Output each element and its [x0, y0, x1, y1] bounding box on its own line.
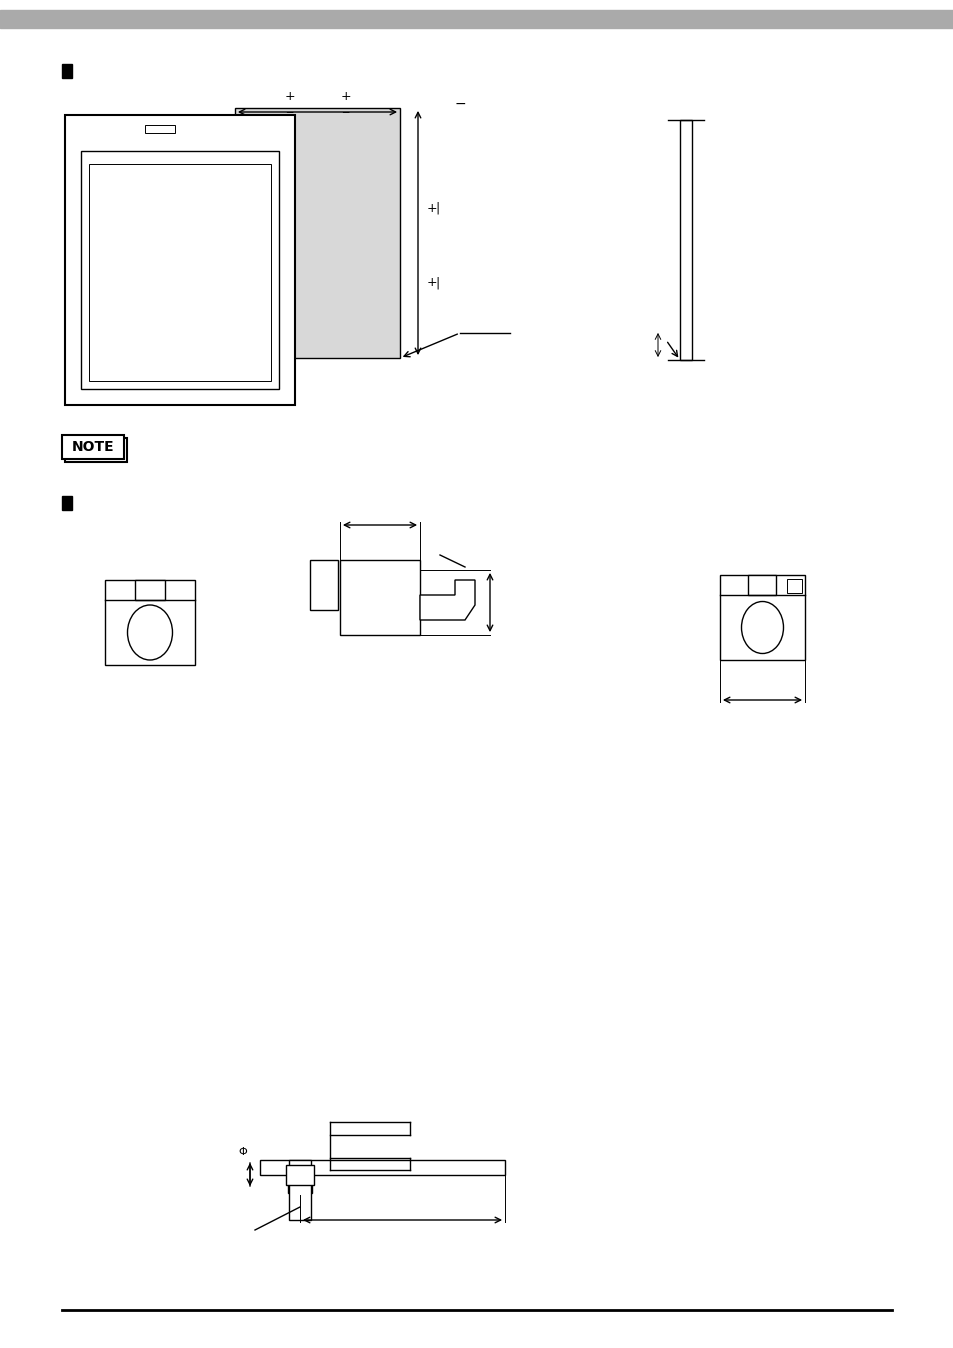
Polygon shape	[419, 580, 475, 620]
Bar	[105, 580, 194, 665]
Bar	[62, 435, 124, 460]
Text: |: |	[436, 276, 439, 290]
Text: +: +	[426, 201, 436, 214]
Text: NOTE: NOTE	[71, 439, 114, 454]
Ellipse shape	[740, 601, 782, 654]
Ellipse shape	[128, 605, 172, 661]
Text: −: −	[454, 97, 465, 111]
Text: Φ: Φ	[238, 1147, 247, 1157]
Bar	[786, 580, 801, 593]
Bar	[62, 496, 71, 510]
Bar	[339, 559, 419, 635]
Text: ii: ii	[82, 202, 91, 208]
Bar	[62, 63, 71, 78]
Text: +: +	[340, 89, 351, 102]
Bar	[288, 1180, 312, 1193]
Bar	[65, 438, 127, 462]
Text: _: _	[342, 101, 348, 113]
Text: +: +	[426, 276, 436, 290]
Bar	[234, 108, 399, 359]
Bar	[135, 580, 165, 600]
Bar	[720, 576, 804, 661]
Bar	[679, 120, 691, 360]
Bar	[65, 115, 294, 404]
Bar	[260, 1161, 504, 1175]
Bar	[286, 1165, 314, 1185]
Text: _: _	[286, 101, 293, 113]
Text: |: |	[436, 201, 439, 214]
Bar	[289, 1161, 311, 1220]
Bar	[89, 164, 271, 381]
Bar	[0, 9, 953, 28]
Bar	[81, 151, 278, 390]
Text: +: +	[284, 89, 294, 102]
Bar	[310, 559, 337, 611]
Bar	[145, 125, 174, 133]
Bar	[748, 576, 776, 594]
